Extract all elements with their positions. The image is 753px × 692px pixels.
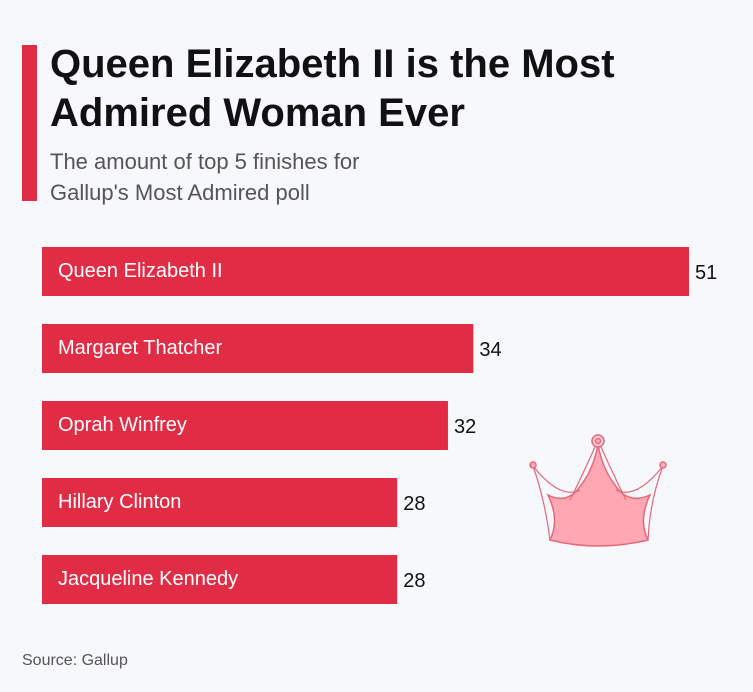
value-label: 32 bbox=[454, 416, 476, 438]
bar bbox=[42, 324, 474, 373]
category-label: Margaret Thatcher bbox=[58, 337, 222, 359]
category-label: Hillary Clinton bbox=[58, 491, 181, 513]
bar bbox=[42, 555, 398, 604]
value-label: 34 bbox=[479, 339, 501, 361]
value-label: 51 bbox=[695, 262, 717, 284]
source-note: Source: Gallup bbox=[22, 652, 128, 669]
category-label: Queen Elizabeth II bbox=[58, 260, 223, 282]
bar bbox=[42, 478, 398, 527]
bar bbox=[42, 247, 689, 296]
value-label: 28 bbox=[403, 570, 425, 592]
category-label: Oprah Winfrey bbox=[58, 414, 187, 436]
crown-icon bbox=[529, 434, 667, 547]
bar bbox=[42, 401, 448, 450]
category-label: Jacqueline Kennedy bbox=[58, 568, 238, 590]
chart-title: Queen Elizabeth II is the Most Admired W… bbox=[50, 42, 615, 135]
value-label: 28 bbox=[403, 493, 425, 515]
accent-bar bbox=[22, 45, 37, 201]
chart-subtitle: The amount of top 5 finishes for Gallup'… bbox=[50, 149, 360, 205]
